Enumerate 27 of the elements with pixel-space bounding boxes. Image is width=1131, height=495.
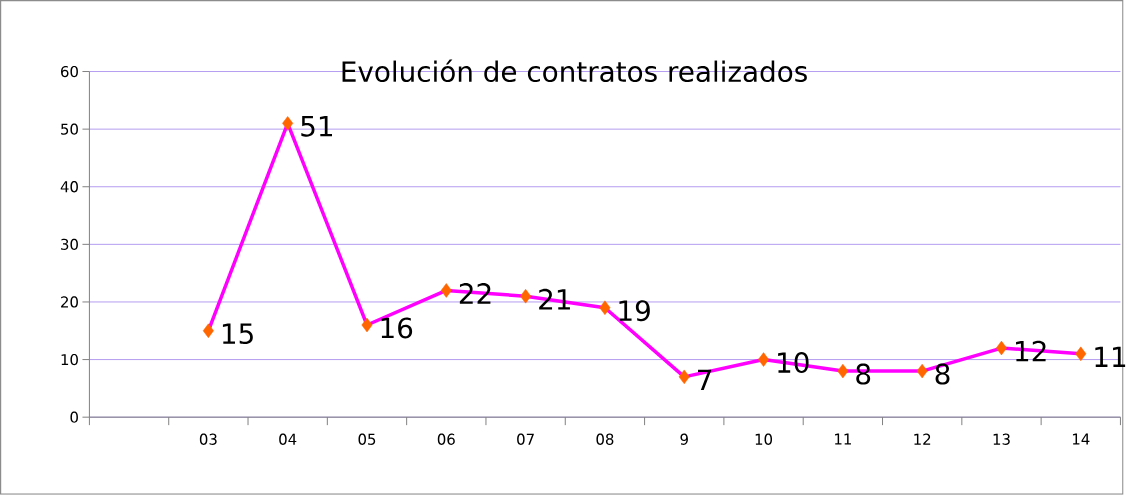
y-tick-label: 0 <box>70 411 78 423</box>
y-tick-label: 40 <box>60 181 78 193</box>
chart-title: Evolución de contratos realizados <box>342 59 807 83</box>
y-tick-label: 60 <box>61 66 78 78</box>
y-tick-label: 10 <box>61 354 78 366</box>
x-tick-label: 12 <box>914 433 931 445</box>
data-label: 15 <box>222 323 253 345</box>
x-tick-label: 03 <box>199 433 217 446</box>
x-tick-label: 04 <box>279 433 297 446</box>
y-tick-label: 50 <box>61 123 78 135</box>
x-tick-label: 10 <box>755 433 773 446</box>
x-tick-label: 9 <box>680 433 688 446</box>
x-tick-label: 14 <box>1072 433 1090 445</box>
data-label: 7 <box>698 369 712 391</box>
data-label: 51 <box>301 116 332 137</box>
data-label: 19 <box>619 300 650 322</box>
x-tick-label: 07 <box>517 433 534 446</box>
x-tick-label: 06 <box>437 433 455 446</box>
x-tick-label: 11 <box>835 433 851 445</box>
x-tick-label: 08 <box>596 433 614 446</box>
x-tick-label: 05 <box>358 433 376 446</box>
data-label: 8 <box>935 363 950 385</box>
y-tick-label: 30 <box>61 238 78 251</box>
y-tick-label: 20 <box>61 296 78 308</box>
data-label: 11 <box>1095 346 1126 368</box>
data-label: 16 <box>381 317 413 339</box>
x-tick-label: 13 <box>993 433 1010 446</box>
